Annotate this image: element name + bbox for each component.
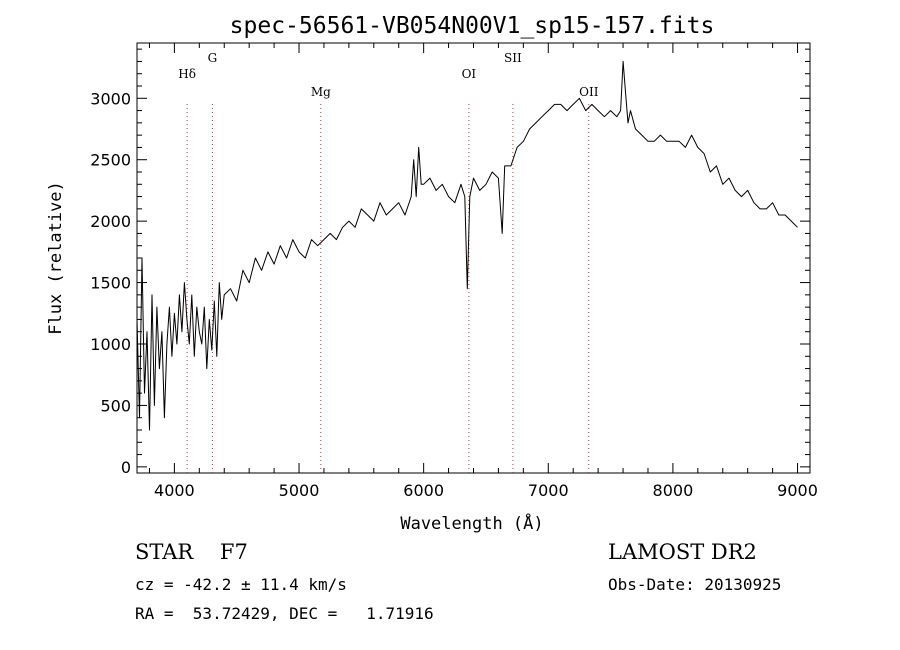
y-tick-label: 2000 <box>90 212 131 231</box>
y-tick-label: 1000 <box>90 335 131 354</box>
x-tick-label: 9000 <box>777 481 818 500</box>
plot-frame <box>136 42 811 474</box>
x-tick-label: 4000 <box>154 481 195 500</box>
x-tick-label: 8000 <box>653 481 694 500</box>
spectral-line-label: OII <box>579 85 599 99</box>
x-axis-label: Wavelength (Å) <box>400 512 543 534</box>
y-axis-ticks: 0 500 1000 1500 2000 2500 3000 <box>90 48 810 477</box>
y-tick-label: 1500 <box>90 274 131 293</box>
spectral-lines-layer: Hδ G Mg OI SII OII <box>178 51 599 473</box>
y-tick-label: 2500 <box>90 151 131 170</box>
spectrum-line <box>136 60 798 431</box>
x-tick-label: 7000 <box>528 481 569 500</box>
coordinates-label: RA = 53.72429, DEC = 1.71916 <box>135 604 434 623</box>
chart-title: spec-56561-VB054N00V1_sp15-157.fits <box>230 13 715 39</box>
velocity-label: cz = -42.2 ± 11.4 km/s <box>135 575 347 594</box>
survey-label: LAMOST DR2 <box>608 540 757 564</box>
spectral-line-label: SII <box>504 51 522 65</box>
spectral-line-label: Hδ <box>178 67 196 81</box>
y-tick-label: 0 <box>121 458 131 477</box>
x-axis-ticks: 4000 5000 6000 7000 8000 9000 <box>148 43 818 500</box>
y-tick-label: 3000 <box>90 89 131 108</box>
x-tick-label: 5000 <box>279 481 320 500</box>
y-axis-label: Flux (relative) <box>46 181 66 335</box>
y-tick-label: 500 <box>100 396 131 415</box>
x-tick-label: 6000 <box>403 481 444 500</box>
series-layer <box>136 60 798 431</box>
obs-date-label: Obs-Date: 20130925 <box>608 575 782 594</box>
spectral-line-label: G <box>208 51 218 65</box>
spectral-line-label: Mg <box>311 85 331 99</box>
spectral-line-label: OI <box>462 67 477 81</box>
classification-label: STAR F7 <box>135 540 248 564</box>
